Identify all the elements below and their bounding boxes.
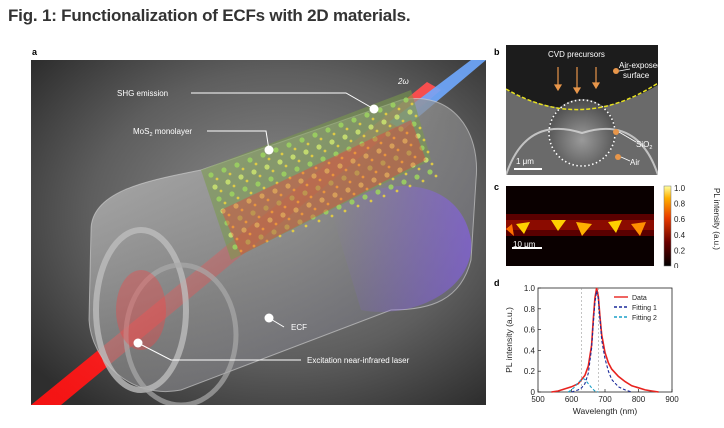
callout-dot-laser	[133, 338, 143, 348]
sem-markers	[613, 68, 621, 160]
colorbar-tick-label: 0.6	[674, 215, 686, 224]
series-line-data	[551, 287, 659, 393]
panel-label-c: c	[494, 182, 500, 192]
fiber-illustration: SHG emission 2ω MoS2 monolayer ECF Excit…	[31, 60, 486, 405]
colorbar-tick-label: 1.0	[674, 184, 686, 193]
scale-label-b: 1 μm	[516, 157, 534, 166]
callout-dot-ecf	[264, 313, 274, 323]
mos2-red-excitation	[221, 120, 426, 255]
callout-line-laser	[137, 342, 301, 361]
y-tick-label: 0.4	[524, 346, 536, 355]
label-excitation-laser: Excitation near-infrared laser	[307, 356, 410, 365]
colorbar-tick-label: 0.2	[674, 246, 686, 255]
sem-image-panel: CVD precursors Air-exposed surface SiO2 …	[506, 45, 658, 175]
figure-title: Fig. 1: Functionalization of ECFs with 2…	[8, 6, 411, 25]
panel-label-d: d	[494, 278, 500, 288]
label-two-omega: 2ω	[397, 77, 409, 86]
laser-glow-core	[116, 270, 166, 350]
air-exposed-surface-line	[506, 82, 658, 111]
colorbar-tick-label: 0	[674, 262, 679, 268]
colorbar-tick-label: 0.8	[674, 200, 686, 209]
label-air-exposed: Air-exposed	[619, 61, 658, 70]
label-cvd-precursors: CVD precursors	[548, 50, 605, 59]
scale-label-c: 10 μm	[513, 240, 536, 249]
y-tick-label: 0.8	[524, 305, 536, 314]
x-axis-label: Wavelength (nm)	[573, 406, 638, 416]
fiber-glow	[331, 186, 472, 312]
fiber-end-ring-inner	[123, 262, 239, 405]
x-tick-label: 600	[565, 395, 579, 404]
fiber-illustration-panel: SHG emission 2ω MoS2 monolayer ECF Excit…	[31, 60, 486, 405]
label-surface: surface	[623, 71, 650, 80]
scale-bar-c	[512, 247, 542, 249]
y-tick-label: 0.2	[524, 367, 536, 376]
y-tick-label: 1.0	[524, 284, 536, 293]
y-tick-label: 0	[531, 388, 536, 397]
scale-bar-b	[514, 168, 542, 170]
x-tick-label: 800	[632, 395, 646, 404]
mos2-lattice	[208, 97, 438, 253]
series-line-fitting-2	[567, 377, 599, 393]
fiber-end-ring-outer	[93, 227, 189, 393]
series-line-fitting-1	[571, 290, 632, 393]
panel-label-a: a	[32, 47, 38, 57]
label-ecf: ECF	[291, 323, 307, 332]
sem-image: CVD precursors Air-exposed surface SiO2 …	[506, 45, 658, 175]
callout-line-shg	[191, 92, 375, 110]
colorbar-gradient	[663, 185, 672, 267]
plot-frame	[537, 287, 673, 393]
label-mos2-monolayer: MoS2 monolayer	[133, 127, 192, 138]
pl-spectrum-chart: 500 600 700 800 900 0 0.2 0.4 0.6 0.8 1.0 Data Fitti…	[504, 284, 679, 416]
colorbar-tick-label: 0.4	[674, 231, 686, 240]
colorbar-label: PL intensity (a.u.)	[712, 188, 721, 250]
legend-label: Fitting 2	[632, 315, 657, 322]
label-sio2: SiO2	[636, 140, 652, 151]
x-tick-label: 700	[598, 395, 612, 404]
panel-label-b: b	[494, 47, 500, 57]
callout-dot-mos2	[264, 145, 274, 155]
y-tick-label: 0.6	[524, 326, 536, 335]
label-shg-emission: SHG emission	[117, 89, 168, 98]
callout-line-mos2	[207, 130, 270, 151]
legend-label: Fitting 1	[632, 305, 657, 312]
y-axis-label: PL intensity (a.u.)	[504, 307, 514, 373]
pl-map-panel	[506, 184, 658, 268]
pl-triangles	[506, 220, 646, 236]
pl-map	[506, 186, 654, 266]
x-tick-label: 500	[531, 395, 545, 404]
pl-colorbar: 1.0 0.8 0.6 0.4 0.2 0 PL intensity (a.u.)	[663, 184, 721, 268]
legend-label: Data	[632, 295, 647, 302]
x-tick-label: 900	[665, 395, 679, 404]
label-air: Air	[630, 158, 640, 167]
callout-dot-shg	[369, 104, 379, 114]
